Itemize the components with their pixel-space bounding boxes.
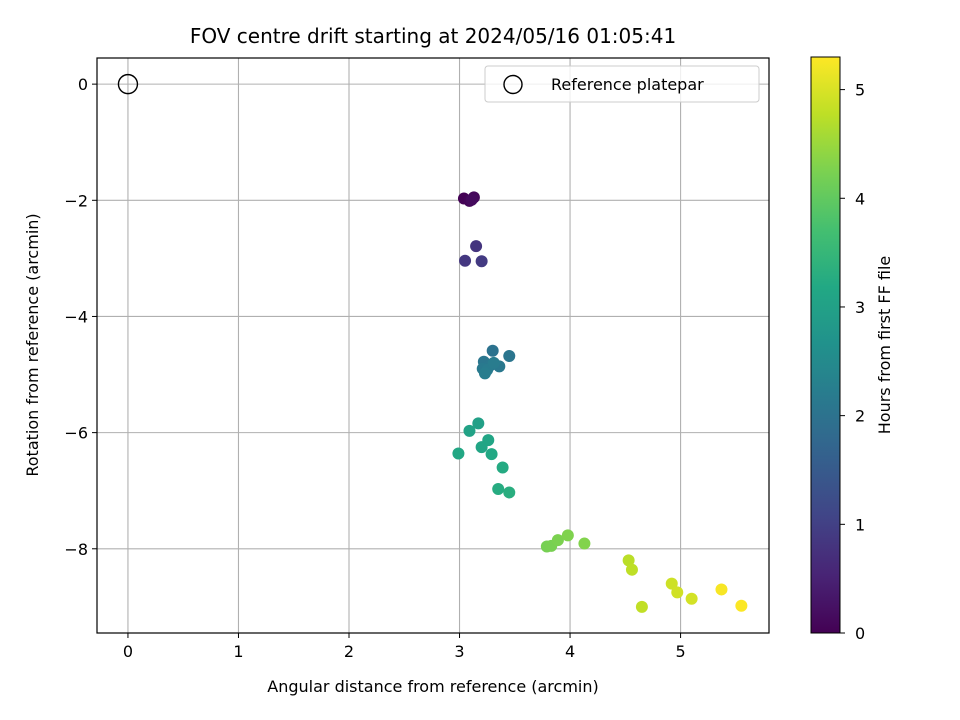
- colorbar-tick-label: 0: [855, 624, 865, 643]
- data-point: [472, 417, 485, 430]
- data-point: [622, 554, 635, 567]
- data-point: [487, 356, 500, 369]
- x-axis-ticks: 0 1 2 3 4 5: [123, 633, 686, 661]
- plot-area: 0 1 2 3 4 5 0 −2 −4 −6 −8 Reference platepar: [64, 57, 770, 661]
- x-tick-label: 4: [565, 642, 575, 661]
- data-point: [685, 592, 698, 605]
- data-point: [486, 344, 499, 357]
- colorbar-tick-label: 4: [855, 189, 865, 208]
- legend-box: [484, 65, 760, 103]
- y-axis-ticks: 0 −2 −4 −6 −8: [64, 75, 97, 559]
- y-tick-label: −8: [64, 540, 88, 559]
- data-point: [715, 583, 728, 596]
- reference-marker-group: [117, 73, 139, 95]
- data-point: [478, 367, 491, 380]
- legend-reference-marker-icon: [503, 74, 523, 95]
- data-point: [459, 254, 472, 267]
- y-tick-label: 0: [78, 75, 88, 94]
- colorbar-ticks: 0 1 2 3 4 5: [840, 81, 865, 643]
- data-point: [671, 586, 684, 599]
- x-tick-label: 5: [675, 642, 685, 661]
- data-point: [503, 486, 516, 499]
- data-point: [665, 577, 678, 590]
- data-point: [496, 461, 509, 474]
- legend-entry-reference: Reference platepar: [551, 75, 704, 94]
- data-point: [475, 255, 488, 268]
- x-tick-label: 0: [123, 642, 133, 661]
- colorbar-gradient: [810, 56, 841, 634]
- x-tick-label: 3: [454, 642, 464, 661]
- data-point: [463, 424, 476, 437]
- colorbar-label: Hours from first FF file: [875, 256, 894, 435]
- colorbar-tick-label: 3: [855, 298, 865, 317]
- data-point: [503, 349, 516, 362]
- data-point: [465, 193, 478, 206]
- colorbar-tick-label: 1: [855, 515, 865, 534]
- colorbar-tick-label: 2: [855, 407, 865, 426]
- data-points: [452, 191, 748, 613]
- x-axis-label: Angular distance from reference (arcmin): [267, 677, 598, 696]
- data-point: [470, 240, 483, 253]
- data-point: [551, 534, 564, 547]
- data-point: [475, 441, 488, 454]
- x-tick-label: 2: [344, 642, 354, 661]
- chart-title: FOV centre drift starting at 2024/05/16 …: [190, 24, 676, 48]
- x-tick-label: 1: [233, 642, 243, 661]
- y-tick-label: −4: [64, 307, 88, 326]
- plot-frame: [96, 57, 770, 634]
- legend: Reference platepar: [484, 65, 760, 103]
- data-point: [485, 448, 498, 461]
- colorbar-tick-label: 5: [855, 81, 865, 100]
- data-point: [735, 599, 748, 612]
- data-point: [578, 537, 591, 550]
- data-point: [625, 563, 638, 576]
- data-point: [635, 600, 648, 613]
- reference-point-marker: [117, 73, 139, 95]
- y-tick-label: −2: [64, 191, 88, 210]
- grid-lines: [97, 58, 769, 633]
- colorbar: 0 1 2 3 4 5 Hours from first FF file: [810, 56, 894, 643]
- data-point: [452, 447, 465, 460]
- y-axis-label: Rotation from reference (arcmin): [23, 213, 42, 476]
- data-point: [492, 482, 505, 495]
- y-tick-label: −6: [64, 424, 88, 443]
- data-point: [561, 529, 574, 542]
